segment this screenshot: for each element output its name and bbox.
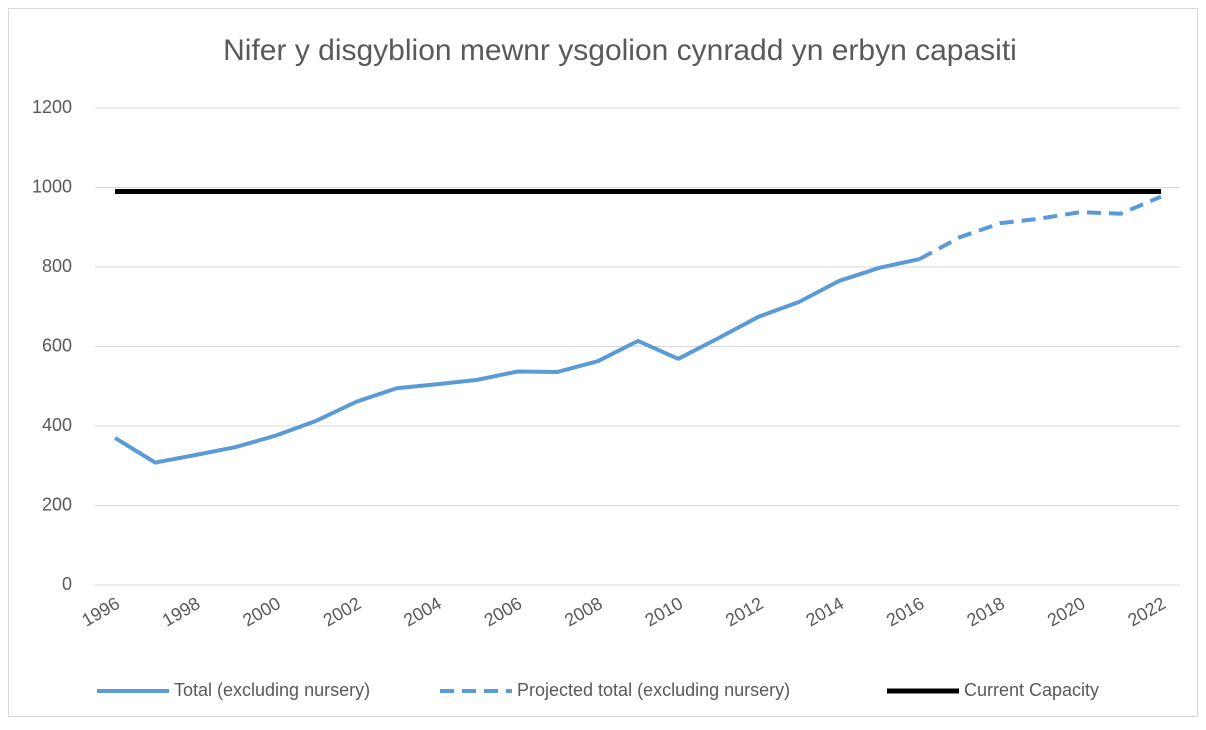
legend-label: Projected total (excluding nursery): [517, 680, 790, 700]
y-tick-label: 0: [62, 574, 72, 594]
y-tick-label: 1200: [32, 97, 72, 117]
y-tick-label: 200: [42, 494, 72, 514]
y-tick-label: 800: [42, 256, 72, 276]
y-tick-label: 600: [42, 335, 72, 355]
chart-border: [8, 8, 1198, 717]
chart-title: Nifer y disgyblion mewnr ysgolion cynrad…: [223, 34, 1017, 67]
legend-label: Total (excluding nursery): [174, 680, 370, 700]
series-line: [918, 194, 1162, 261]
series-line: [113, 257, 921, 465]
y-tick-label: 400: [42, 415, 72, 435]
legend-label: Current Capacity: [964, 680, 1099, 700]
y-tick-label: 1000: [32, 176, 72, 196]
